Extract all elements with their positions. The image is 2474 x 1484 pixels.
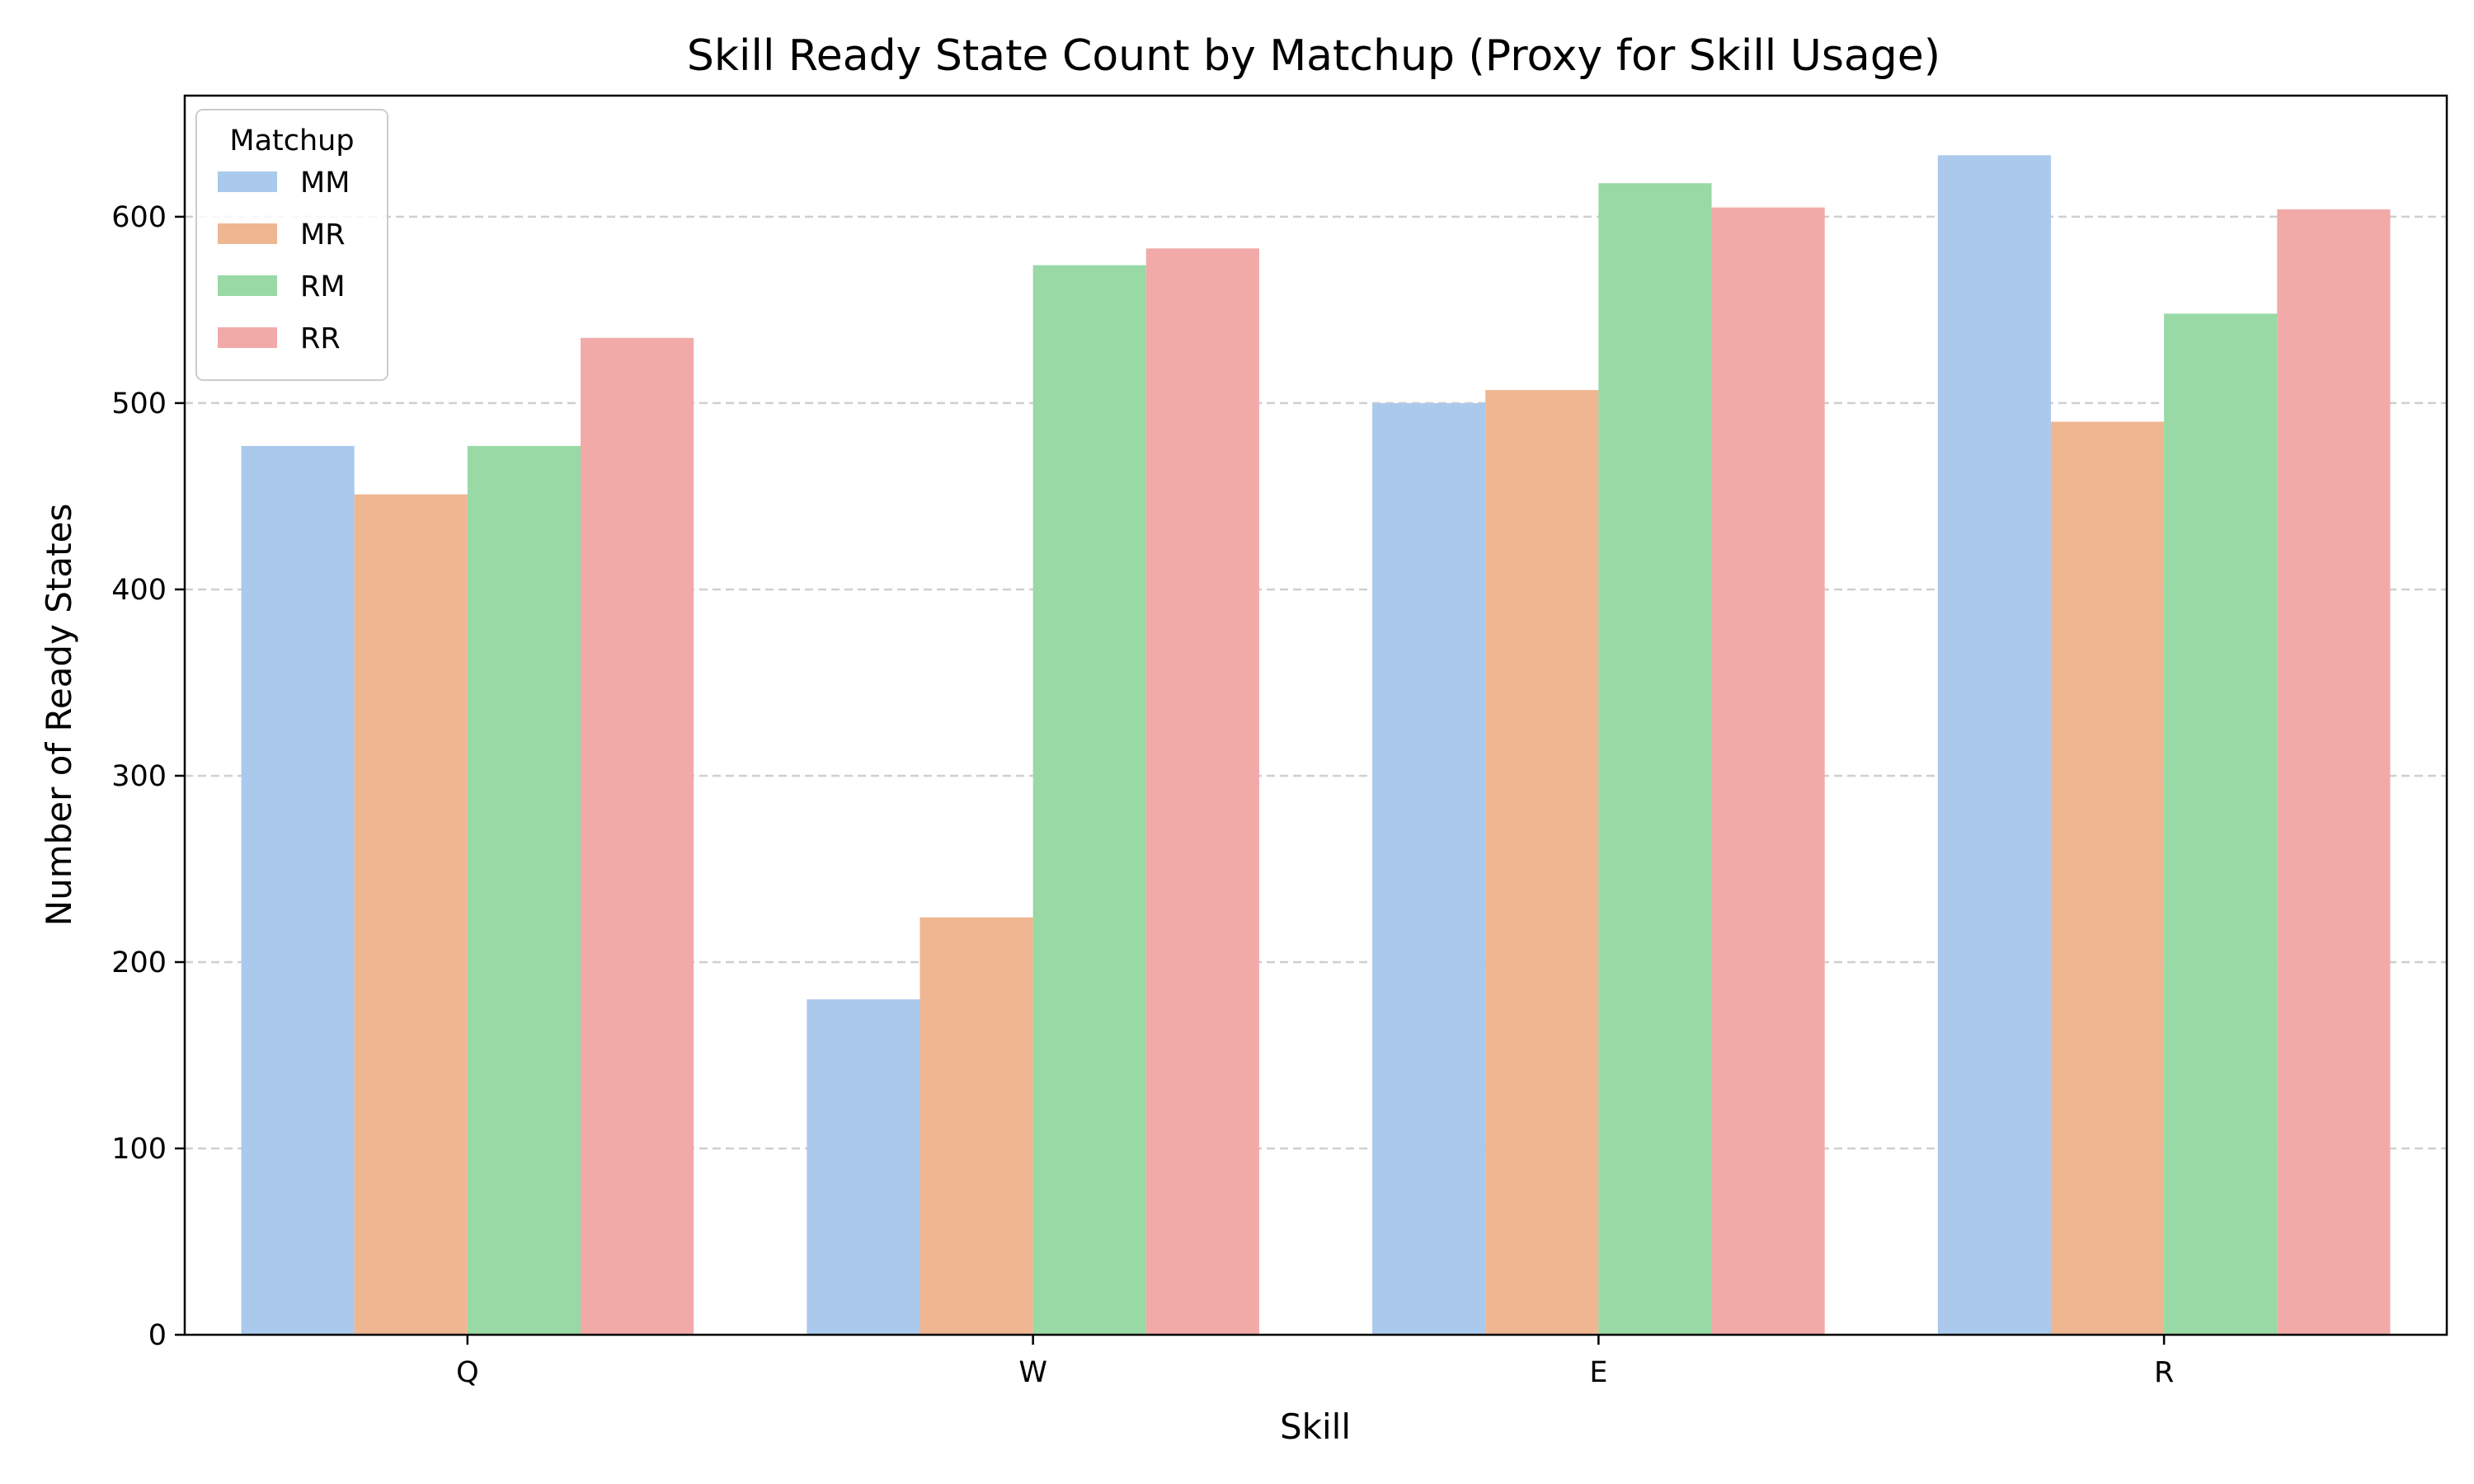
y-tick-label: 400 (111, 574, 167, 607)
legend-swatch-mm (218, 171, 277, 192)
bar-rm-e (1598, 183, 1712, 1336)
bar-mr-q (354, 494, 468, 1335)
bar-mm-r (1937, 155, 2051, 1335)
bar-mm-q (241, 445, 355, 1336)
y-tick-label: 0 (148, 1319, 167, 1352)
legend-swatch-rm (218, 275, 277, 296)
bar-rm-q (467, 445, 581, 1336)
legend-label-rm: RM (300, 270, 346, 303)
bar-mm-e (1372, 402, 1486, 1335)
x-tick-label: Q (456, 1356, 479, 1389)
legend-title: Matchup (229, 124, 354, 157)
y-axis: 0 100 200 300 400 500 600 (111, 201, 185, 1352)
bar-rr-w (1145, 248, 1259, 1336)
bars (241, 155, 2391, 1336)
y-axis-label: Number of Ready States (39, 504, 79, 927)
bar-mr-w (920, 917, 1033, 1335)
bar-rr-q (581, 337, 694, 1335)
chart-title: Skill Ready State Count by Matchup (Prox… (687, 31, 1940, 81)
legend-label-mm: MM (300, 167, 350, 200)
legend-items: MM MR RM RR (218, 167, 350, 355)
x-tick-label: W (1018, 1356, 1047, 1389)
bar-rr-r (2277, 209, 2391, 1336)
y-tick-label: 100 (111, 1133, 167, 1166)
legend: Matchup MM MR RM RR (195, 109, 388, 381)
x-axis-label: Skill (1280, 1407, 1351, 1447)
y-tick-label: 500 (111, 387, 167, 420)
bar-rm-r (2164, 313, 2278, 1335)
bar-rr-e (1711, 207, 1825, 1336)
bar-mr-e (1485, 390, 1599, 1335)
y-tick-label: 200 (111, 946, 167, 979)
legend-label-rr: RR (300, 322, 341, 355)
legend-swatch-rr (218, 327, 277, 348)
bar-rm-w (1032, 265, 1146, 1335)
plot-frame (183, 94, 2448, 1336)
y-tick-label: 600 (111, 201, 167, 234)
bar-mr-r (2050, 421, 2165, 1335)
x-tick-label: R (2154, 1356, 2174, 1389)
bar-mm-w (807, 999, 920, 1335)
y-tick-label: 300 (111, 760, 167, 793)
legend-swatch-mr (218, 223, 277, 244)
legend-label-mr: MR (300, 218, 346, 251)
x-tick-label: E (1589, 1356, 1607, 1389)
